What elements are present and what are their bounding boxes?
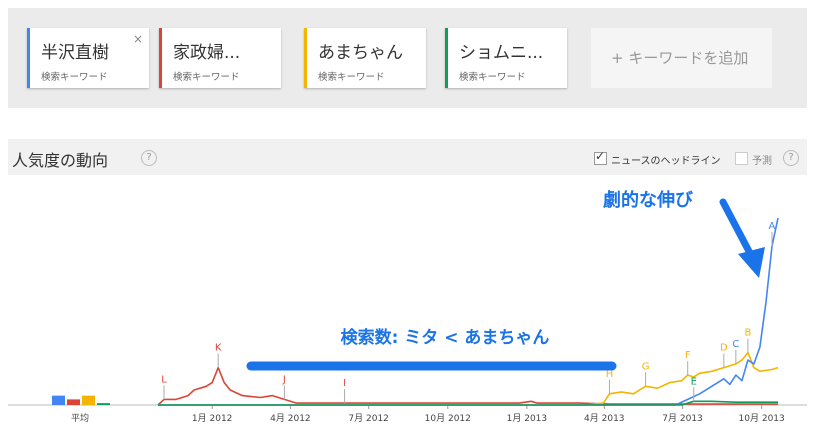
event-marker: E <box>691 376 697 387</box>
x-tick-label: 4月 2013 <box>584 413 625 424</box>
forecast-label: 予測 <box>752 156 772 167</box>
term-card-4[interactable]: ショムニ... 検索キーワード <box>445 28 567 88</box>
interest-over-time-header: 人気度の動向 ? ニュースのヘッドライン 予測 ? <box>8 139 807 175</box>
x-tick-label: 10月 2013 <box>739 413 785 424</box>
term-color-bar <box>27 28 30 88</box>
average-label: 平均 <box>71 412 89 424</box>
help-icon[interactable]: ? <box>141 150 157 166</box>
x-tick-label: 7月 2013 <box>662 413 703 424</box>
growth-arrow-shaft <box>719 198 756 261</box>
event-marker: A <box>769 221 776 232</box>
event-marker: L <box>161 374 167 385</box>
term-label: あまちゃん <box>318 43 403 63</box>
event-marker: K <box>215 343 222 354</box>
event-marker: H <box>606 369 614 380</box>
term-color-bar <box>159 28 162 88</box>
event-marker: I <box>343 378 346 389</box>
term-subtitle: 検索キーワード <box>41 72 108 83</box>
series-line <box>157 366 778 406</box>
x-tick-label: 1月 2013 <box>507 413 548 424</box>
x-tick-label: 7月 2012 <box>348 413 389 424</box>
growth-arrow-head <box>738 247 765 278</box>
term-subtitle: 検索キーワード <box>459 72 526 83</box>
event-marker: C <box>732 339 739 350</box>
term-card-1[interactable]: 半沢直樹 検索キーワード × <box>27 28 149 88</box>
forecast-checkbox[interactable] <box>735 152 748 165</box>
event-marker: G <box>642 361 650 372</box>
term-color-bar <box>304 28 307 88</box>
term-label: 家政婦... <box>173 43 241 63</box>
average-bar <box>97 403 110 405</box>
event-marker: J <box>282 374 286 385</box>
add-keyword-button[interactable]: + キーワードを追加 <box>591 28 772 88</box>
event-marker: F <box>685 350 691 361</box>
x-tick-label: 4月 2012 <box>270 413 311 424</box>
news-headlines-checkbox[interactable] <box>594 149 607 165</box>
x-tick-label: 1月 2012 <box>192 413 233 424</box>
average-bar <box>67 399 80 405</box>
term-subtitle: 検索キーワード <box>318 72 385 83</box>
series-line <box>158 400 778 406</box>
series-line <box>158 217 779 406</box>
term-label: ショムニ... <box>459 43 544 63</box>
x-tick-label: 10月 2012 <box>425 413 471 424</box>
term-color-bar <box>445 28 448 88</box>
average-bar <box>52 395 65 405</box>
search-term-bar: 半沢直樹 検索キーワード × 家政婦... 検索キーワード あまちゃん 検索キー… <box>8 8 807 108</box>
section-title: 人気度の動向 <box>12 151 109 170</box>
term-card-3[interactable]: あまちゃん 検索キーワード <box>304 28 426 88</box>
search-volume-annotation: 検索数: ミタ < あまちゃん <box>341 327 550 348</box>
term-subtitle: 検索キーワード <box>173 72 240 83</box>
close-icon[interactable]: × <box>132 32 143 46</box>
event-marker: B <box>744 328 751 339</box>
series-line <box>158 351 779 406</box>
dramatic-growth-annotation: 劇的な伸び <box>603 189 694 211</box>
help-icon[interactable]: ? <box>783 150 799 166</box>
news-headlines-label: ニュースのヘッドライン <box>611 156 721 167</box>
average-bar <box>82 395 95 405</box>
event-marker: D <box>720 343 728 354</box>
term-label: 半沢直樹 <box>41 43 109 63</box>
term-card-2[interactable]: 家政婦... 検索キーワード <box>159 28 281 88</box>
